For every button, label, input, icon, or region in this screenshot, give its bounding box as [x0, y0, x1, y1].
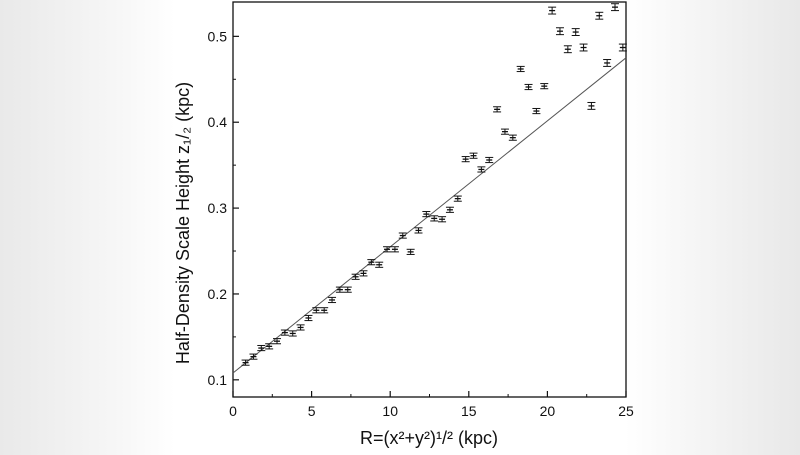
x-tick-label: 5 [308, 403, 316, 419]
y-tick-label: 0.4 [208, 114, 228, 130]
x-axis-label: R=(x²+y²)¹/² (kpc) [360, 428, 498, 448]
data-point [359, 270, 368, 277]
data-point [579, 43, 588, 52]
data-point [595, 11, 604, 20]
data-point [571, 28, 580, 36]
data-point [328, 296, 337, 304]
data-point [508, 134, 517, 141]
data-point [406, 248, 415, 255]
data-point [563, 45, 572, 54]
data-point [461, 156, 470, 163]
data-points-layer [241, 3, 627, 366]
data-point [398, 232, 407, 239]
data-point [603, 59, 612, 67]
x-tick-label: 15 [461, 403, 477, 419]
x-tick-label: 0 [229, 403, 237, 419]
data-point [469, 152, 478, 159]
data-point [288, 330, 297, 337]
y-tick-label: 0.1 [208, 372, 228, 388]
data-point [312, 307, 321, 314]
data-point [375, 261, 384, 268]
data-point [610, 3, 619, 12]
data-point [241, 359, 250, 366]
x-axis: 0 5 10 15 20 25 [229, 391, 634, 419]
data-point [477, 166, 486, 173]
y-axis-label: Half-Density Scale Height z₁/₂ (kpc) [173, 82, 193, 364]
data-point [296, 324, 305, 331]
data-point [257, 344, 266, 352]
data-point [320, 307, 329, 314]
data-point [335, 286, 344, 293]
data-point [390, 246, 399, 253]
y-tick-label: 0.5 [208, 28, 228, 44]
data-point [304, 314, 313, 322]
y-tick-label: 0.3 [208, 200, 228, 216]
data-point [524, 83, 533, 91]
data-point [445, 206, 454, 213]
data-point [249, 353, 258, 360]
data-point [532, 107, 541, 115]
x-tick-label: 25 [618, 403, 634, 419]
data-point [548, 6, 557, 15]
data-point [485, 156, 494, 164]
data-point [500, 128, 509, 135]
data-point [273, 338, 282, 345]
data-point [351, 273, 360, 280]
data-point [430, 215, 439, 222]
data-point [555, 27, 564, 36]
y-axis: 0.1 0.2 0.3 0.4 0.5 [208, 28, 239, 388]
data-point [343, 286, 352, 293]
fit-line [232, 57, 627, 374]
data-point [383, 246, 392, 253]
fit-line-layer [232, 57, 627, 374]
data-point [414, 227, 423, 234]
data-point [493, 106, 502, 113]
data-point [516, 65, 525, 73]
data-point [587, 101, 596, 110]
plot-frame [232, 1, 627, 398]
data-point [367, 259, 376, 266]
data-point [280, 329, 289, 336]
data-point [453, 195, 462, 202]
data-point [422, 211, 431, 218]
data-point [618, 43, 627, 52]
data-point [265, 343, 274, 350]
y-tick-label: 0.2 [208, 286, 228, 302]
x-tick-label: 20 [540, 403, 556, 419]
data-point [540, 83, 549, 90]
x-tick-label: 10 [382, 403, 398, 419]
data-point [438, 216, 447, 223]
